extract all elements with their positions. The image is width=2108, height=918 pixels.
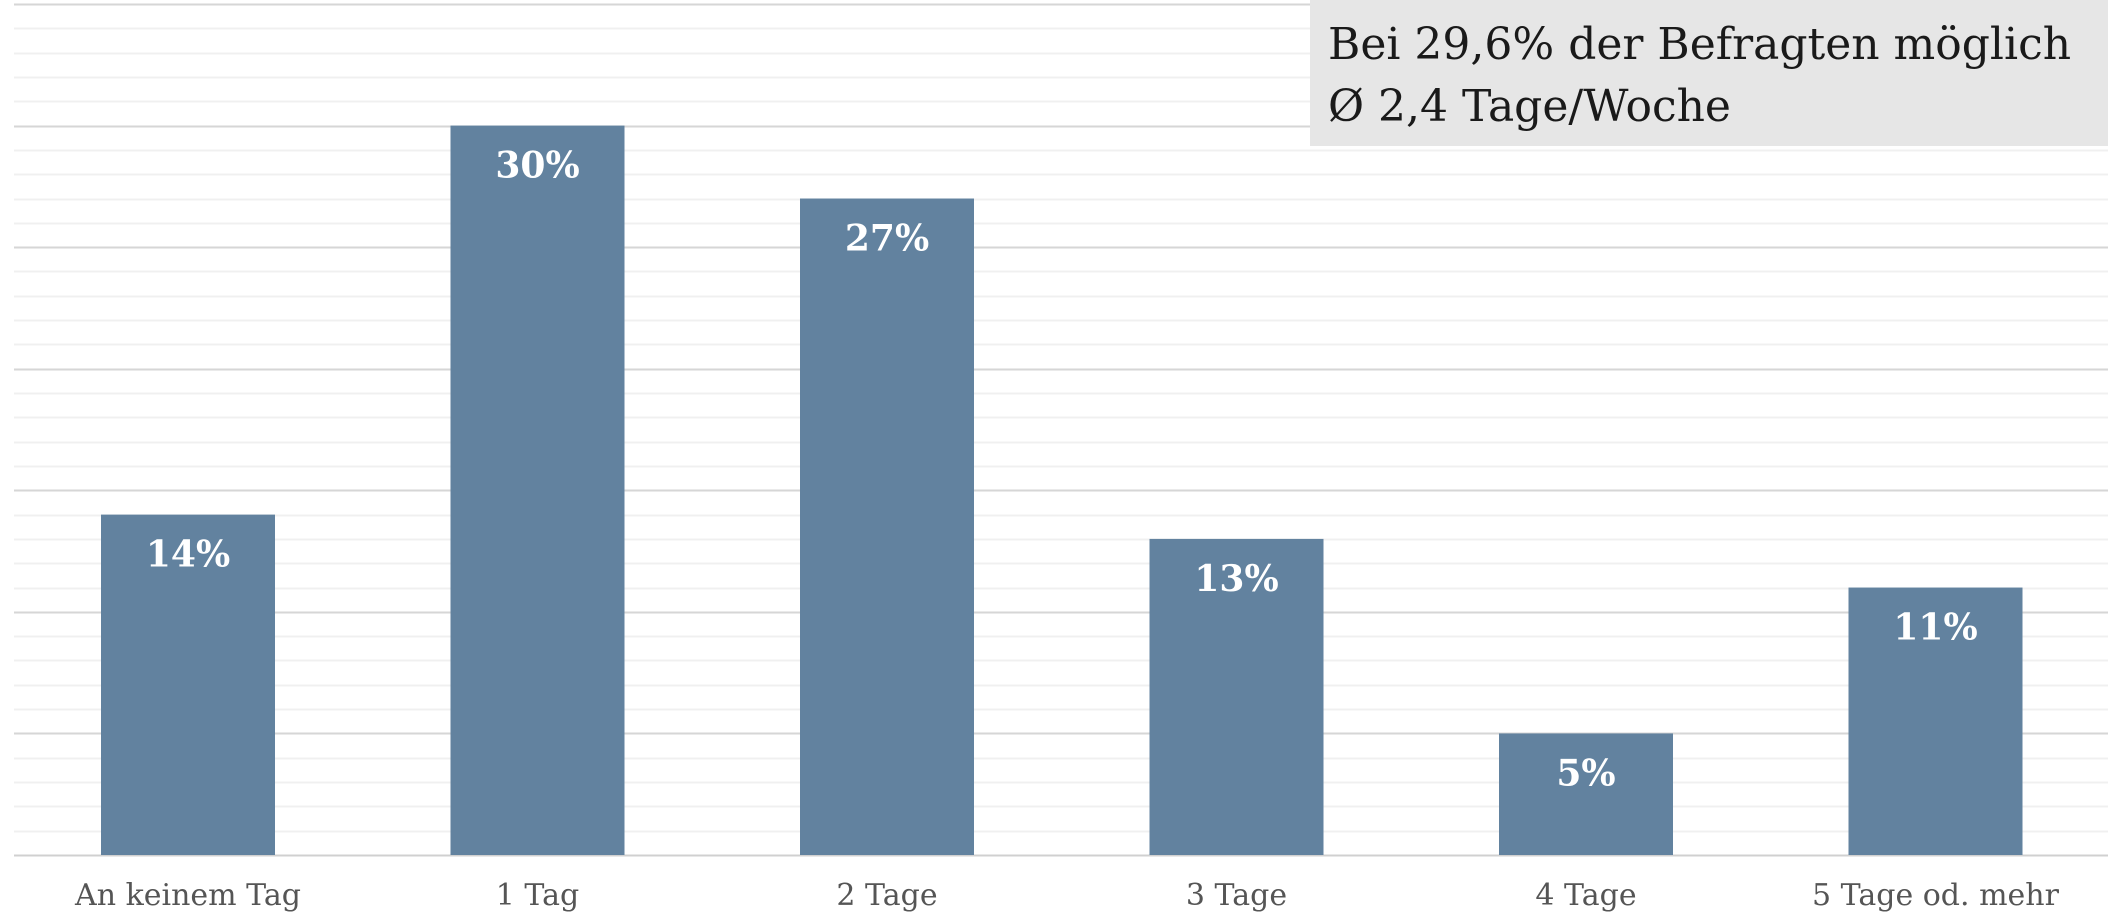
bar-data-label: 14% <box>146 534 230 576</box>
bar <box>1848 587 2023 855</box>
bar-data-label: 27% <box>845 218 929 260</box>
x-axis-tick-labels: An keinem Tag 1 Tag 2 Tage 3 Tage 4 Tage 5 Ta… <box>74 878 2060 913</box>
bar <box>800 198 974 855</box>
x-tick-label: 1 Tag <box>496 878 579 913</box>
annotation-line-1: Bei 29,6% der Befragten möglich <box>1328 19 2072 70</box>
bar <box>1149 538 1324 855</box>
x-tick-label: 4 Tage <box>1535 878 1636 913</box>
data-labels: 14% 30% 27% 13% 5% 11% <box>146 145 1978 795</box>
bar-data-label: 13% <box>1194 558 1278 600</box>
bars <box>101 125 2023 856</box>
bar-data-label: 30% <box>495 145 579 187</box>
x-tick-label: An keinem Tag <box>74 878 301 913</box>
bar-data-label: 5% <box>1556 752 1615 794</box>
x-tick-label: 5 Tage od. mehr <box>1812 878 2060 913</box>
bar <box>101 514 275 855</box>
annotation-box: Bei 29,6% der Befragten möglich Ø 2,4 Ta… <box>1310 0 2108 146</box>
bar <box>450 125 625 856</box>
x-tick-label: 2 Tage <box>836 878 937 913</box>
bar-data-label: 11% <box>1893 607 1977 649</box>
bar <box>1499 733 1673 855</box>
x-tick-label: 3 Tage <box>1186 878 1287 913</box>
annotation-line-2: Ø 2,4 Tage/Woche <box>1328 81 1731 132</box>
gridlines <box>14 3 2108 857</box>
